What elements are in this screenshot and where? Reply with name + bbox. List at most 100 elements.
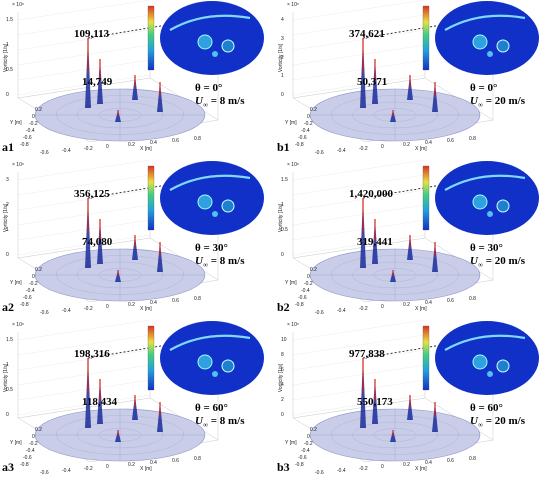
colorbar <box>147 165 155 231</box>
z-tick-label: 2 <box>6 202 9 208</box>
second-vorticity-value: 118,434 <box>82 396 118 408</box>
case-parameters: θ = 60° U∞ = 8 m/s <box>195 402 244 432</box>
x-tick-label: -0.6 <box>40 150 49 156</box>
speed-value: = 8 m/s <box>207 255 245 267</box>
z-tick-label: 1 <box>281 202 284 208</box>
z-tick-label: 1.5 <box>6 17 13 23</box>
speed-value: = 20 m/s <box>482 255 525 267</box>
vortex-core <box>487 371 493 377</box>
y-tick-label: -0.8 <box>20 462 29 468</box>
z-tick-label: 8 <box>281 352 284 358</box>
z-tick-label: 1.5 <box>6 337 13 343</box>
z-exponent: × 10⁵ <box>287 322 299 328</box>
colorbar <box>147 5 155 71</box>
x-tick-label: -0.2 <box>84 466 93 472</box>
z-axis-label: Vorticity [1/s] <box>278 363 285 393</box>
y-tick-label: 0 <box>32 114 35 120</box>
wake-streak <box>444 14 526 31</box>
panel-label: a2 <box>2 300 14 314</box>
x-tick-label: 0.8 <box>469 296 476 302</box>
x-tick-label: -0.4 <box>337 468 346 474</box>
peak-vorticity-value: 198,316 <box>74 348 110 360</box>
panel-label: b3 <box>277 460 290 474</box>
vortex-core <box>221 39 235 53</box>
z-tick-label: 10 <box>281 337 287 343</box>
y-axis-label: Y [m] <box>285 280 297 286</box>
speed-value: = 8 m/s <box>207 415 245 427</box>
x-tick-label: -0.6 <box>40 470 49 476</box>
x-tick-label: 0.2 <box>128 462 135 468</box>
z-tick-label: 3 <box>6 177 9 183</box>
x-tick-label: 0.4 <box>150 300 157 306</box>
z-tick-label: 4 <box>281 17 284 23</box>
x-tick-label: -0.2 <box>84 306 93 312</box>
plot-box <box>17 320 219 463</box>
z-tick-label: 2 <box>281 54 284 61</box>
plot-box <box>17 160 219 303</box>
y-tick-label: 0 <box>307 114 310 120</box>
peak-vorticity-value: 109,113 <box>74 28 110 40</box>
speed-symbol: U <box>195 255 203 267</box>
y-tick-label: -0.8 <box>20 302 29 308</box>
y-axis-label: Y [m] <box>285 440 297 446</box>
colorbar <box>422 325 430 391</box>
y-tick-label: 0 <box>307 434 310 440</box>
y-tick-label: -0.2 <box>304 121 313 127</box>
vorticity-plot-b1 <box>292 0 539 143</box>
second-vorticity-value: 50,371 <box>357 76 388 88</box>
vorticity-plot-b2 <box>292 160 539 303</box>
x-tick-label: -0.4 <box>62 308 71 314</box>
x-tick-label: 0.4 <box>150 460 157 466</box>
y-tick-label: -0.2 <box>29 121 38 127</box>
x-tick-label: 0.2 <box>128 302 135 308</box>
x-tick-label: 0.4 <box>425 460 432 466</box>
x-tick-label: 0.2 <box>403 302 410 308</box>
z-tick-label: 1 <box>281 73 284 80</box>
speed-label: U∞ = 8 m/s <box>195 255 244 272</box>
vortex-core <box>472 354 488 370</box>
x-tick-label: 0.6 <box>172 298 179 304</box>
peak-vorticity-value: 374,621 <box>349 28 385 40</box>
y-tick-label: -0.6 <box>23 135 32 141</box>
x-tick-label: -0.6 <box>315 150 324 156</box>
y-tick-label: -0.6 <box>23 295 32 301</box>
vorticity-inset <box>435 321 539 395</box>
vortex-core <box>487 211 493 217</box>
colorbar <box>147 325 155 391</box>
x-tick-label: 0.6 <box>172 458 179 464</box>
x-tick-label: 0 <box>381 304 384 310</box>
z-tick-label: 0 <box>6 92 9 98</box>
y-tick-label: 0 <box>307 274 310 280</box>
vortex-core <box>487 51 493 57</box>
x-tick-label: 0.2 <box>128 142 135 148</box>
angle-label: θ = 0° <box>470 82 498 94</box>
x-tick-label: -0.2 <box>84 146 93 152</box>
x-tick-label: -0.4 <box>62 468 71 474</box>
speed-value: = 8 m/s <box>207 95 245 107</box>
y-tick-label: 0.2 <box>35 267 42 273</box>
wake-streak <box>169 334 251 351</box>
x-tick-label: 0.2 <box>403 142 410 148</box>
z-tick-label: 3 <box>281 35 284 42</box>
x-tick-label: 0.8 <box>469 136 476 142</box>
y-tick-label: -0.6 <box>298 135 307 141</box>
speed-subscript: ∞ <box>202 101 208 110</box>
y-tick-label: -0.8 <box>295 142 304 148</box>
case-parameters: θ = 0° U∞ = 8 m/s <box>195 82 244 112</box>
panel-label: a1 <box>2 140 14 154</box>
wake-streak <box>444 174 526 191</box>
second-vorticity-value: 550,173 <box>357 396 393 408</box>
x-tick-label: 0 <box>106 464 109 470</box>
wake-streak <box>169 14 251 31</box>
speed-label: U∞ = 8 m/s <box>195 415 244 432</box>
y-tick-label: -0.6 <box>298 455 307 461</box>
x-tick-label: -0.4 <box>62 148 71 154</box>
panel-b3: 0 2 4 6 8 10 × 10⁵ Vorticity [1/s] b3 977,838 550,… <box>275 320 550 479</box>
z-axis-label: Vorticity [1/s] <box>3 363 10 393</box>
speed-subscript: ∞ <box>202 421 208 430</box>
z-axis-label: Vorticity [1/s] <box>278 203 285 233</box>
panel-b1: 0 1 2 3 4 × 10⁵ Vorticity [1/s] b1 374,621 50,371… <box>275 0 550 159</box>
case-parameters: θ = 0° U∞ = 20 m/s <box>470 82 525 112</box>
panel-a1: 0 0.5 1 1.5 × 10⁵ Vorticity [1/s] a1 109,113 14,… <box>0 0 275 159</box>
panel-a3: 0 0.5 1 1.5 × 10⁵ Vorticity [1/s] a3 198,316 118… <box>0 320 275 479</box>
